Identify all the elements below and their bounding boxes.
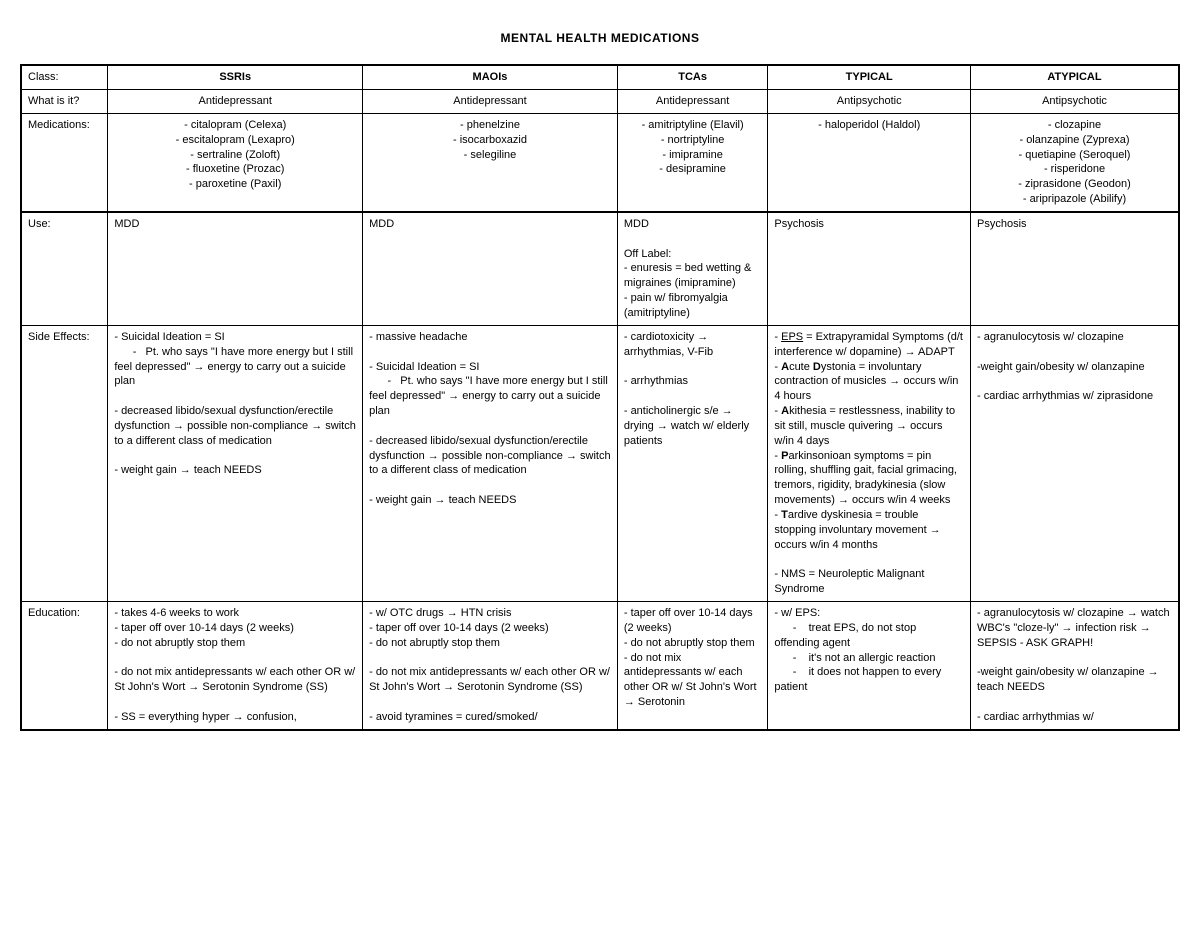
cell-what-typical: Antipsychotic <box>768 90 971 114</box>
col-header-atypical: ATYPICAL <box>971 65 1179 89</box>
cell-use-ssri: MDD <box>108 212 363 325</box>
row-meds: Medications: - citalopram (Celexa) - esc… <box>21 113 1179 212</box>
cell-side-tca: - cardiotoxicity → arrhythmias, V-Fib - … <box>617 325 768 601</box>
rowlabel-what: What is it? <box>21 90 108 114</box>
medications-table: Class: SSRIs MAOIs TCAs TYPICAL ATYPICAL… <box>20 64 1180 731</box>
col-header-ssri: SSRIs <box>108 65 363 89</box>
row-class: Class: SSRIs MAOIs TCAs TYPICAL ATYPICAL <box>21 65 1179 89</box>
rowlabel-class: Class: <box>21 65 108 89</box>
rowlabel-edu: Education: <box>21 602 108 730</box>
row-what: What is it? Antidepressant Antidepressan… <box>21 90 1179 114</box>
col-header-maoi: MAOIs <box>363 65 618 89</box>
cell-use-atypical: Psychosis <box>971 212 1179 325</box>
cell-meds-tca: - amitriptyline (Elavil) - nortriptyline… <box>617 113 768 212</box>
cell-edu-ssri: - takes 4-6 weeks to work - taper off ov… <box>108 602 363 730</box>
row-side: Side Effects: - Suicidal Ideation = SI -… <box>21 325 1179 601</box>
cell-meds-atypical: - clozapine - olanzapine (Zyprexa) - que… <box>971 113 1179 212</box>
row-edu: Education: - takes 4-6 weeks to work - t… <box>21 602 1179 730</box>
page-title: MENTAL HEALTH MEDICATIONS <box>20 30 1180 46</box>
col-header-typical: TYPICAL <box>768 65 971 89</box>
col-header-tca: TCAs <box>617 65 768 89</box>
cell-what-atypical: Antipsychotic <box>971 90 1179 114</box>
rowlabel-side: Side Effects: <box>21 325 108 601</box>
rowlabel-meds: Medications: <box>21 113 108 212</box>
cell-edu-atypical: - agranulocytosis w/ clozapine → watch W… <box>971 602 1179 730</box>
rowlabel-use: Use: <box>21 212 108 325</box>
cell-edu-maoi: - w/ OTC drugs → HTN crisis - taper off … <box>363 602 618 730</box>
cell-meds-typical: - haloperidol (Haldol) <box>768 113 971 212</box>
cell-use-typical: Psychosis <box>768 212 971 325</box>
cell-use-maoi: MDD <box>363 212 618 325</box>
cell-side-ssri: - Suicidal Ideation = SI - Pt. who says … <box>108 325 363 601</box>
cell-edu-tca: - taper off over 10-14 days (2 weeks) - … <box>617 602 768 730</box>
cell-side-typical: - EPS = Extrapyramidal Symptoms (d/t int… <box>768 325 971 601</box>
cell-what-maoi: Antidepressant <box>363 90 618 114</box>
cell-side-maoi: - massive headache - Suicidal Ideation =… <box>363 325 618 601</box>
cell-edu-typical: - w/ EPS: - treat EPS, do not stop offen… <box>768 602 971 730</box>
cell-what-tca: Antidepressant <box>617 90 768 114</box>
cell-side-atypical: - agranulocytosis w/ clozapine -weight g… <box>971 325 1179 601</box>
cell-meds-ssri: - citalopram (Celexa) - escitalopram (Le… <box>108 113 363 212</box>
cell-what-ssri: Antidepressant <box>108 90 363 114</box>
row-use: Use: MDD MDD MDD Off Label: - enuresis =… <box>21 212 1179 325</box>
cell-use-tca: MDD Off Label: - enuresis = bed wetting … <box>617 212 768 325</box>
cell-meds-maoi: - phenelzine - isocarboxazid - selegilin… <box>363 113 618 212</box>
